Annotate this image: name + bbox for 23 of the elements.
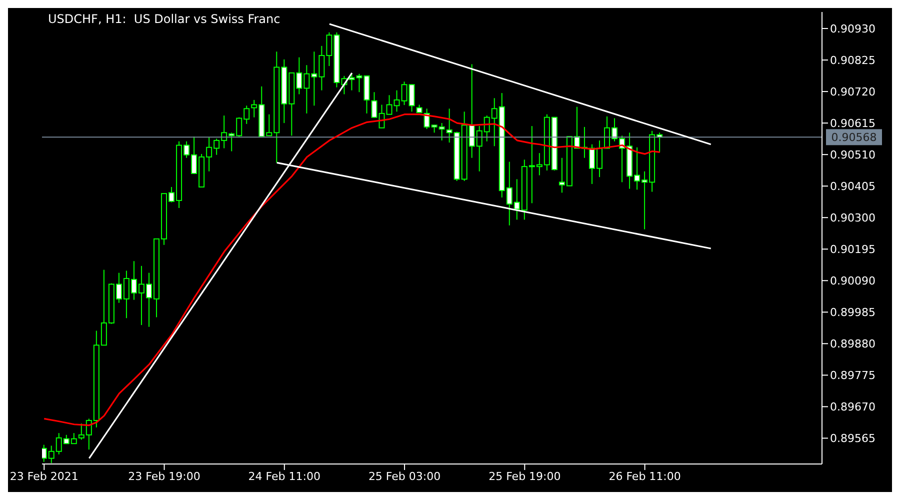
x-tick-label: 23 Feb 2021 [10, 470, 78, 483]
ref-line-label: 0.90568 [831, 131, 877, 144]
y-tick-label: 0.90825 [830, 54, 876, 67]
y-tick-label: 0.89565 [830, 432, 876, 446]
y-tick-label: 0.90720 [830, 85, 876, 98]
y-tick-label: 0.90090 [830, 274, 876, 288]
y-tick-label: 0.89775 [830, 369, 876, 382]
y-tick-label: 0.90615 [830, 116, 876, 130]
y-tick-label: 0.90510 [830, 148, 876, 162]
x-tick-label: 25 Feb 19:00 [488, 470, 561, 483]
y-tick-label: 0.90405 [830, 180, 876, 193]
y-tick-label: 0.89670 [830, 400, 876, 414]
chart-title: USDCHF, H1: US Dollar vs Swiss Franc [48, 12, 280, 26]
x-tick-label: 25 Feb 03:00 [368, 470, 441, 483]
y-tick-label: 0.89985 [830, 306, 876, 320]
x-tick-label: 23 Feb 19:00 [128, 470, 200, 483]
x-tick-label: 26 Feb 11:00 [608, 470, 681, 483]
y-tick-label: 0.89880 [830, 338, 876, 351]
x-tick-label: 24 Feb 11:00 [248, 470, 320, 483]
y-tick-label: 0.90195 [830, 243, 876, 256]
candlestick [371, 92, 378, 118]
y-tick-label: 0.90300 [830, 211, 876, 224]
y-tick-label: 0.90930 [830, 22, 876, 36]
